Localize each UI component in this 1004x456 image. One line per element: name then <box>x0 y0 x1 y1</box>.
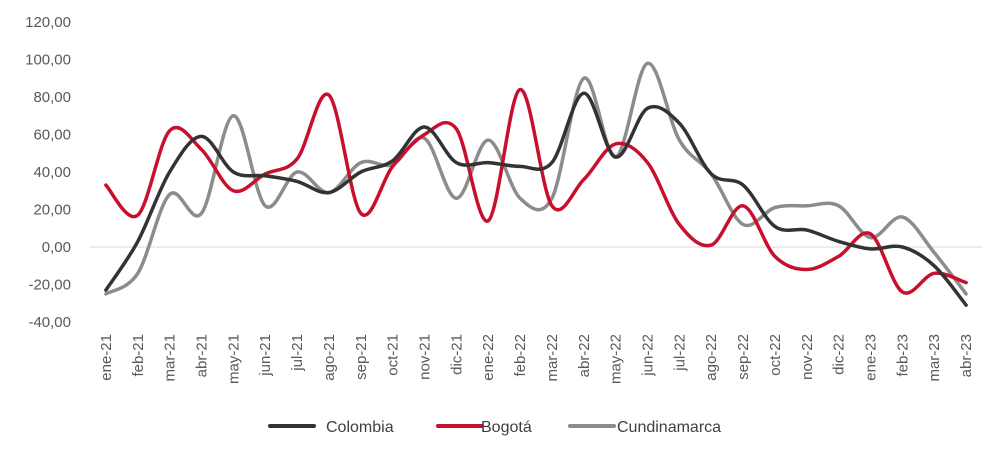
x-tick-label: feb-21 <box>130 334 147 377</box>
x-tick-label: ago-21 <box>321 334 338 381</box>
x-tick-label: may-22 <box>608 334 625 384</box>
legend: Colombia Bogotá Cundinamarca <box>268 419 721 436</box>
x-tick-label: feb-23 <box>894 334 911 377</box>
x-tick-label: jul-21 <box>289 334 306 372</box>
x-tick-label: mar-22 <box>544 334 561 382</box>
y-tick-label: -40,00 <box>28 314 71 331</box>
y-tick-label: 40,00 <box>33 164 71 181</box>
y-axis: -40,00 -20,00 0,00 20,00 40,00 60,00 80,00 100,… <box>25 14 982 331</box>
x-axis: ene-21 feb-21 mar-21 abr-21 may-21 jun-21 jul-… <box>98 334 975 384</box>
legend-item: Colombia <box>268 419 394 436</box>
x-tick-label: oct-21 <box>385 334 402 376</box>
x-tick-label: abr-22 <box>576 334 593 377</box>
x-tick-label: feb-22 <box>512 334 529 377</box>
x-tick-label: mar-23 <box>926 334 943 382</box>
series-lines <box>104 61 968 307</box>
x-tick-label: abr-21 <box>194 334 211 377</box>
x-tick-label: may-21 <box>225 334 242 384</box>
x-tick-label: mar-21 <box>162 334 179 382</box>
x-tick-label: ene-23 <box>863 334 880 381</box>
x-tick-label: ago-22 <box>703 334 720 381</box>
x-tick-label: sep-22 <box>735 334 752 380</box>
series-line-colombia <box>104 91 968 307</box>
x-tick-label: dic-22 <box>831 334 848 375</box>
x-tick-label: oct-22 <box>767 334 784 376</box>
x-tick-label: jun-22 <box>640 334 657 377</box>
x-tick-label: jul-22 <box>671 334 688 372</box>
x-tick-label: sep-21 <box>353 334 370 380</box>
y-tick-label: -20,00 <box>28 277 71 294</box>
x-tick-label: dic-21 <box>448 334 465 375</box>
legend-label: Cundinamarca <box>617 419 721 436</box>
y-tick-label: 100,00 <box>25 52 71 69</box>
y-tick-label: 20,00 <box>33 202 71 219</box>
y-tick-label: 120,00 <box>25 14 71 31</box>
x-tick-label: jun-21 <box>257 334 274 377</box>
series-line-cundinamarca <box>104 61 968 296</box>
legend-item: Cundinamarca <box>568 419 721 436</box>
legend-label: Colombia <box>326 419 394 436</box>
x-tick-label: nov-22 <box>799 334 816 380</box>
x-tick-label: abr-23 <box>958 334 975 377</box>
series-line-bogot- <box>104 87 968 295</box>
y-tick-label: 80,00 <box>33 89 71 106</box>
x-tick-label: nov-21 <box>417 334 434 380</box>
x-tick-label: ene-22 <box>480 334 497 381</box>
x-tick-label: ene-21 <box>98 334 115 381</box>
legend-item: Bogotá <box>436 419 532 436</box>
y-tick-label: 60,00 <box>33 127 71 144</box>
y-tick-label: 0,00 <box>42 239 71 256</box>
legend-label: Bogotá <box>481 419 532 436</box>
